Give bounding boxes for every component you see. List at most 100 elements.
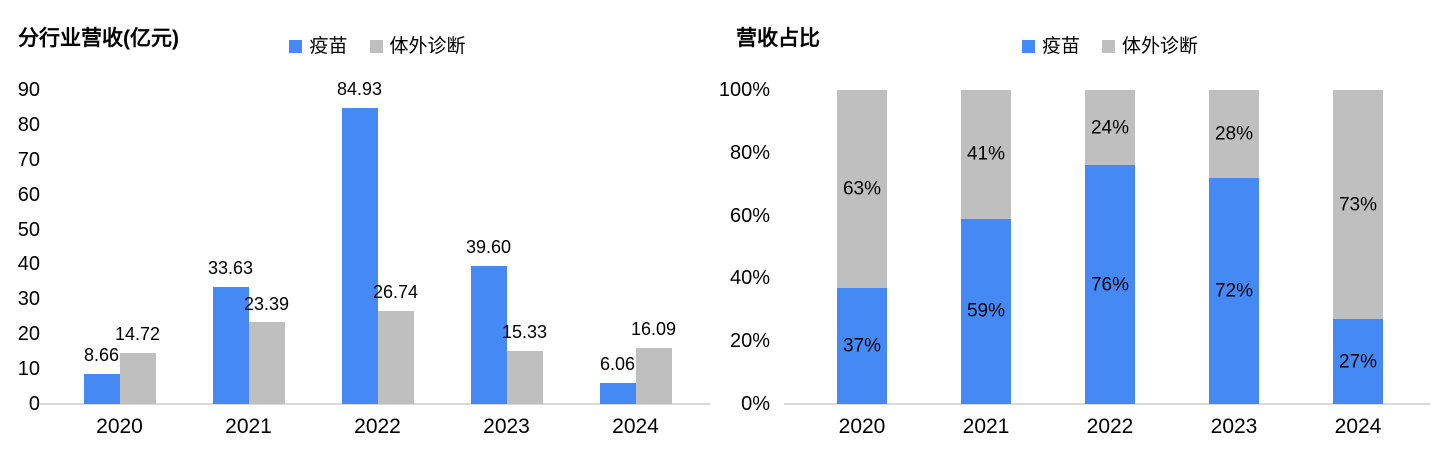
stack-value-label: 72% [1214, 280, 1254, 302]
y-axis-tick-label: 10 [17, 358, 40, 381]
y-axis-tick-label: 50 [17, 218, 40, 241]
legend-label: 疫苗 [309, 36, 348, 57]
y-axis: 0 10 20 30 40 50 60 70 80 90 [0, 80, 40, 414]
plot-area: 8.66 14.72 33.63 23.39 84.93 26.74 39.60 15.33 6… [39, 79, 710, 405]
stack-value-label: 41% [966, 143, 1006, 165]
bar [506, 350, 543, 404]
y-axis-tick-label: 100% [718, 79, 770, 101]
y-axis-tick-label: 90 [17, 79, 40, 101]
legend-item: 疫苗 [1021, 36, 1080, 57]
bar-group: 39.60 15.33 [442, 90, 571, 404]
bar-pair: 39.60 15.33 [466, 90, 547, 404]
stack-value-label: 37% [842, 335, 882, 357]
legend-swatch [289, 40, 303, 53]
stack-segment: 76% [1085, 165, 1135, 404]
legend-label: 体外诊断 [389, 36, 466, 57]
legend-swatch [369, 40, 383, 53]
legend-item: 体外诊断 [369, 36, 466, 57]
stack-segment: 37% [837, 287, 887, 404]
stack-segment: 28% [1209, 90, 1259, 178]
bar-slot: 84.93 [337, 79, 382, 404]
bar-pair: 84.93 26.74 [337, 79, 418, 404]
bar-group: 72% 28% [1172, 90, 1296, 404]
y-axis-tick-label: 80 [17, 113, 40, 136]
bar-slot: 16.09 [631, 90, 676, 404]
stack-segment: 41% [961, 90, 1011, 219]
bar-slot: 33.63 [208, 90, 253, 404]
bar-group: 76% 24% [1048, 90, 1172, 404]
y-axis-tick-label: 60% [729, 204, 770, 227]
bar-group: 84.93 26.74 [313, 79, 442, 404]
bar-pair: 33.63 23.39 [208, 90, 289, 404]
y-axis-tick-label: 20% [729, 330, 770, 353]
x-axis-label: 2023 [1210, 415, 1258, 438]
legend-swatch [1021, 40, 1035, 53]
y-axis: 0% 20% 40% 60% 80% 100% [719, 80, 770, 414]
x-axis-label: 2023 [483, 415, 530, 438]
bar-value-label: 39.60 [465, 237, 512, 258]
bar-group: 37% 63% [800, 90, 924, 404]
bar [119, 352, 156, 404]
stack-value-label: 63% [842, 178, 882, 200]
bar-slot: 14.72 [115, 90, 160, 404]
y-axis-tick-label: 40 [17, 253, 40, 276]
chart-legend: 疫苗 体外诊断 [55, 37, 700, 56]
stack-value-label: 28% [1214, 123, 1254, 145]
bar-group: 27% 73% [1296, 90, 1420, 404]
bar-value-label: 8.66 [83, 345, 120, 365]
bar [248, 322, 285, 404]
x-axis: 2020 2021 2022 2023 2024 [800, 415, 1420, 445]
bar-value-label: 6.06 [599, 354, 636, 375]
y-axis-tick-label: 0 [28, 393, 40, 415]
stack-segment: 72% [1209, 177, 1259, 404]
bar-slot: 39.60 [466, 90, 511, 404]
stack-value-label: 24% [1090, 117, 1130, 139]
x-axis-label: 2020 [96, 415, 143, 438]
x-axis-label: 2022 [354, 415, 401, 438]
stacked-bar: 27% 73% [1333, 90, 1383, 404]
bar-slot: 26.74 [373, 90, 418, 404]
y-axis-tick-label: 80% [729, 141, 770, 164]
revenue-by-segment-chart: 分行业营收(亿元) 疫苗 体外诊断 0 10 20 30 40 50 60 70 80 90 8.6… [0, 0, 710, 452]
stack-segment: 73% [1333, 90, 1383, 320]
bar [83, 373, 120, 404]
x-axis-label: 2020 [838, 415, 886, 438]
bar [212, 286, 249, 404]
x-axis-label: 2024 [1334, 415, 1382, 438]
bar-group: 6.06 16.09 [571, 90, 700, 404]
y-axis-tick-label: 0% [741, 393, 770, 415]
stacked-bar: 76% 24% [1085, 90, 1135, 404]
chart-legend: 疫苗 体外诊断 [800, 37, 1420, 56]
legend-label: 疫苗 [1041, 36, 1080, 57]
bar-slot: 23.39 [244, 90, 289, 404]
bar [377, 310, 414, 404]
bar-slot: 6.06 [599, 90, 636, 404]
stacked-bar: 72% 28% [1209, 90, 1259, 404]
bar-slot: 15.33 [502, 90, 547, 404]
chart-title: 营收占比 [736, 27, 820, 50]
stack-segment: 63% [837, 90, 887, 288]
bar-group: 59% 41% [924, 90, 1048, 404]
bar-value-label: 26.74 [372, 281, 419, 302]
y-axis-tick-label: 20 [17, 323, 40, 346]
stacked-bar: 59% 41% [961, 90, 1011, 404]
bar-value-label: 15.33 [501, 321, 548, 342]
x-axis-label: 2021 [225, 415, 272, 438]
stack-value-label: 59% [966, 300, 1006, 322]
y-axis-tick-label: 70 [17, 148, 40, 171]
bar-group: 33.63 23.39 [184, 90, 313, 404]
x-axis-label: 2021 [962, 415, 1010, 438]
stack-segment: 59% [961, 218, 1011, 404]
legend-swatch [1102, 40, 1115, 53]
y-axis-tick-label: 60 [17, 183, 40, 206]
revenue-share-chart: 营收占比 疫苗 体外诊断 0% 20% 40% 60% 80% 100% 37% 63% 59%… [719, 0, 1442, 452]
stacked-bar: 37% 63% [837, 90, 887, 404]
x-axis-label: 2024 [612, 415, 659, 438]
bar [599, 382, 636, 404]
stack-value-label: 73% [1338, 194, 1378, 216]
bar-value-label: 84.93 [336, 78, 383, 99]
plot-area: 37% 63% 59% 41% 76% 24% 72% 28% 27% 73% [784, 90, 1430, 405]
bar [635, 347, 672, 404]
bar-value-label: 23.39 [243, 293, 290, 314]
